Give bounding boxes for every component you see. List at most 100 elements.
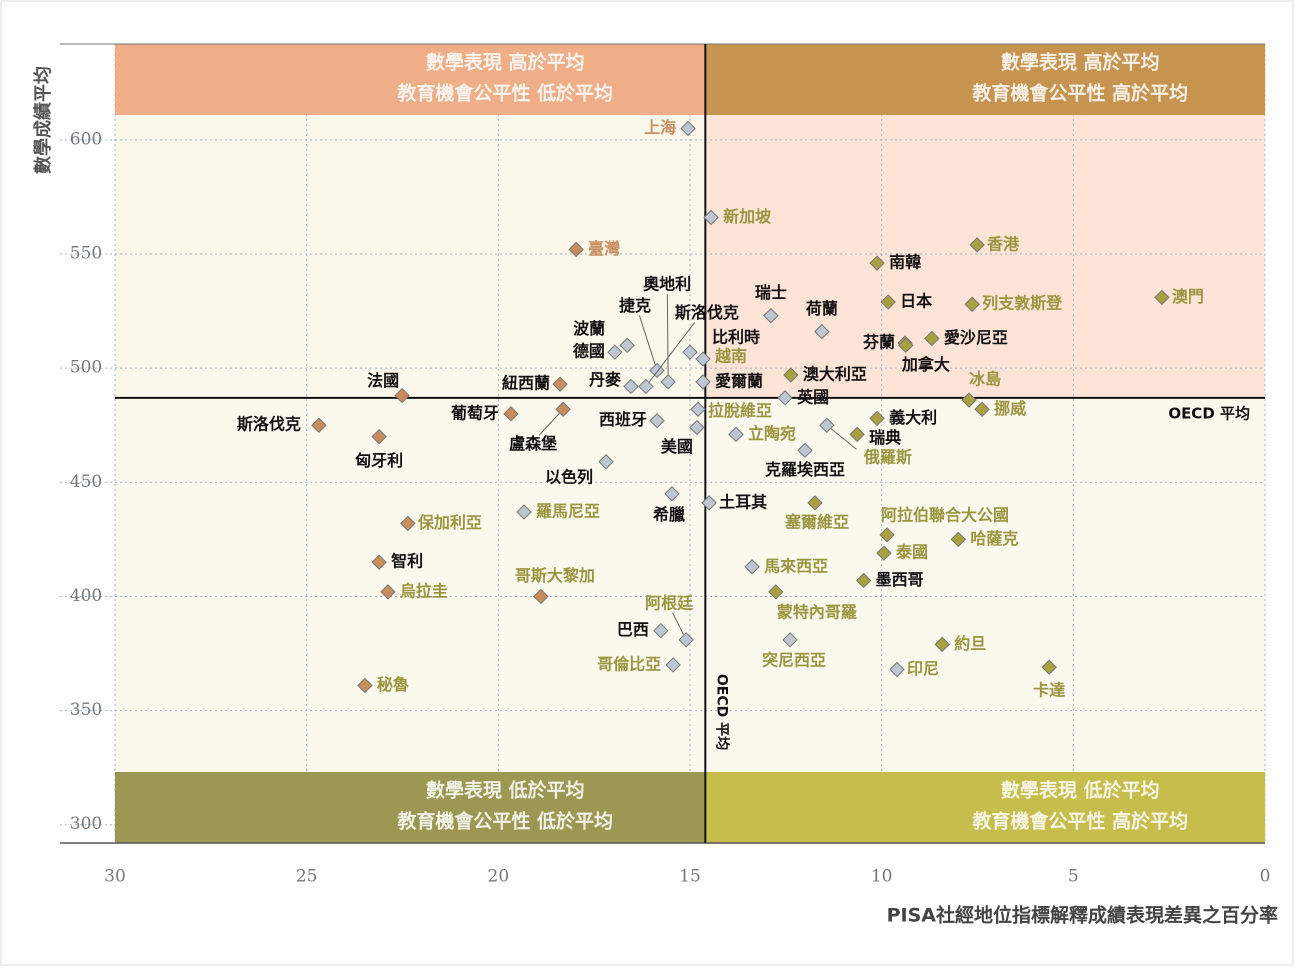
point-label: 捷克 [619,296,651,315]
x-tick-label: 30 [104,867,126,887]
point-label: 瑞士 [755,283,787,302]
point-label: 澳門 [1172,287,1204,306]
point [768,584,784,600]
point [607,344,623,360]
quadrant-label: 教育機會公平性 高於平均 [972,82,1188,105]
point-label: 芬蘭 [862,333,895,352]
point-label: 馬來西亞 [764,556,828,575]
y-tick-label: 350 [70,700,102,720]
point-label: 法國 [367,371,399,390]
point-label: 保加利亞 [417,513,482,532]
leader-line [666,293,669,382]
point [876,545,892,561]
point [814,323,830,340]
quadrant-band [115,772,706,843]
quadrant-label: 數學表現 低於平均 [426,779,585,802]
point-label: 愛爾蘭 [715,371,763,390]
point-label: 比利時 [712,328,760,347]
point [797,442,813,459]
point-label: 冰島 [969,370,1001,389]
point [695,374,711,390]
point [680,120,696,137]
point-label: 上海 [644,118,676,137]
quadrant-band [705,44,1265,115]
point [969,237,985,253]
point-label: 香港 [986,234,1020,253]
point [649,412,665,429]
leader-line [826,424,857,450]
point-label: 希臘 [653,505,685,524]
point-label: 阿拉伯聯合大公國 [881,505,1009,524]
leader-line [645,322,696,387]
point-label: 奧地利 [643,274,691,293]
point [1154,289,1170,306]
point [598,454,614,470]
point-label: 哥倫比亞 [597,654,661,673]
point [879,527,895,543]
point [555,401,571,417]
y-tick-label: 300 [70,814,102,834]
point-label: 巴西 [617,620,649,639]
point-label: 波蘭 [573,319,605,338]
point-label: 丹麥 [589,370,622,389]
quadrant-band [705,772,1265,843]
point [371,428,387,445]
point [964,296,980,312]
point [869,255,885,271]
point-label: 美國 [661,437,693,456]
y-tick-label: 600 [70,129,102,149]
point [961,392,977,408]
point-label: 臺灣 [588,239,620,258]
point [400,515,416,532]
point-label: 秘魯 [377,675,409,694]
point-label: 烏拉圭 [400,581,448,600]
point-label: 義大利 [889,408,937,427]
point [665,657,681,673]
point-label: 盧森堡 [509,434,557,453]
quadrant-label: 教育機會公平性 高於平均 [972,810,1188,833]
point [777,390,793,406]
leader-line [638,315,658,371]
point-label: 匈牙利 [354,451,403,470]
x-tick-label: 0 [1260,867,1271,887]
point [819,417,835,433]
point-label: 紐西蘭 [502,374,550,393]
quadrant-label: 數學表現 高於平均 [426,51,585,74]
point [516,504,532,520]
point-label: 哥斯大黎加 [515,566,595,585]
point-label: 瑞典 [869,428,901,447]
point-label: 突尼西亞 [762,650,826,669]
point-label: 蒙特內哥羅 [777,602,857,621]
point [934,636,950,653]
point-label: 日本 [900,291,932,310]
x-tick-label: 5 [1068,867,1079,887]
point [703,209,719,226]
point [880,294,896,310]
point [690,401,706,417]
point-label: 新加坡 [723,207,772,226]
point [849,426,865,443]
point-label: 俄羅斯 [863,448,912,467]
point [889,661,905,678]
point [1041,659,1057,675]
point-label: 智利 [391,552,423,571]
reference-label: OECD 平均 [1168,404,1250,422]
point [701,495,717,511]
point [898,337,914,354]
point [503,406,519,422]
x-axis-label: PISA社經地位指標解釋成績表現差異之百分率 [887,904,1278,927]
point [357,677,373,694]
point [974,401,990,417]
x-tick-label: 20 [488,867,510,887]
point [638,378,654,395]
x-tick-label: 15 [679,867,701,887]
leader-line [538,408,564,436]
point-label: 愛沙尼亞 [944,328,1008,347]
point-label: 拉脫維亞 [708,401,772,420]
point-label: 荷蘭 [806,299,838,318]
point-label: 阿根廷 [645,593,694,612]
point [664,486,680,502]
